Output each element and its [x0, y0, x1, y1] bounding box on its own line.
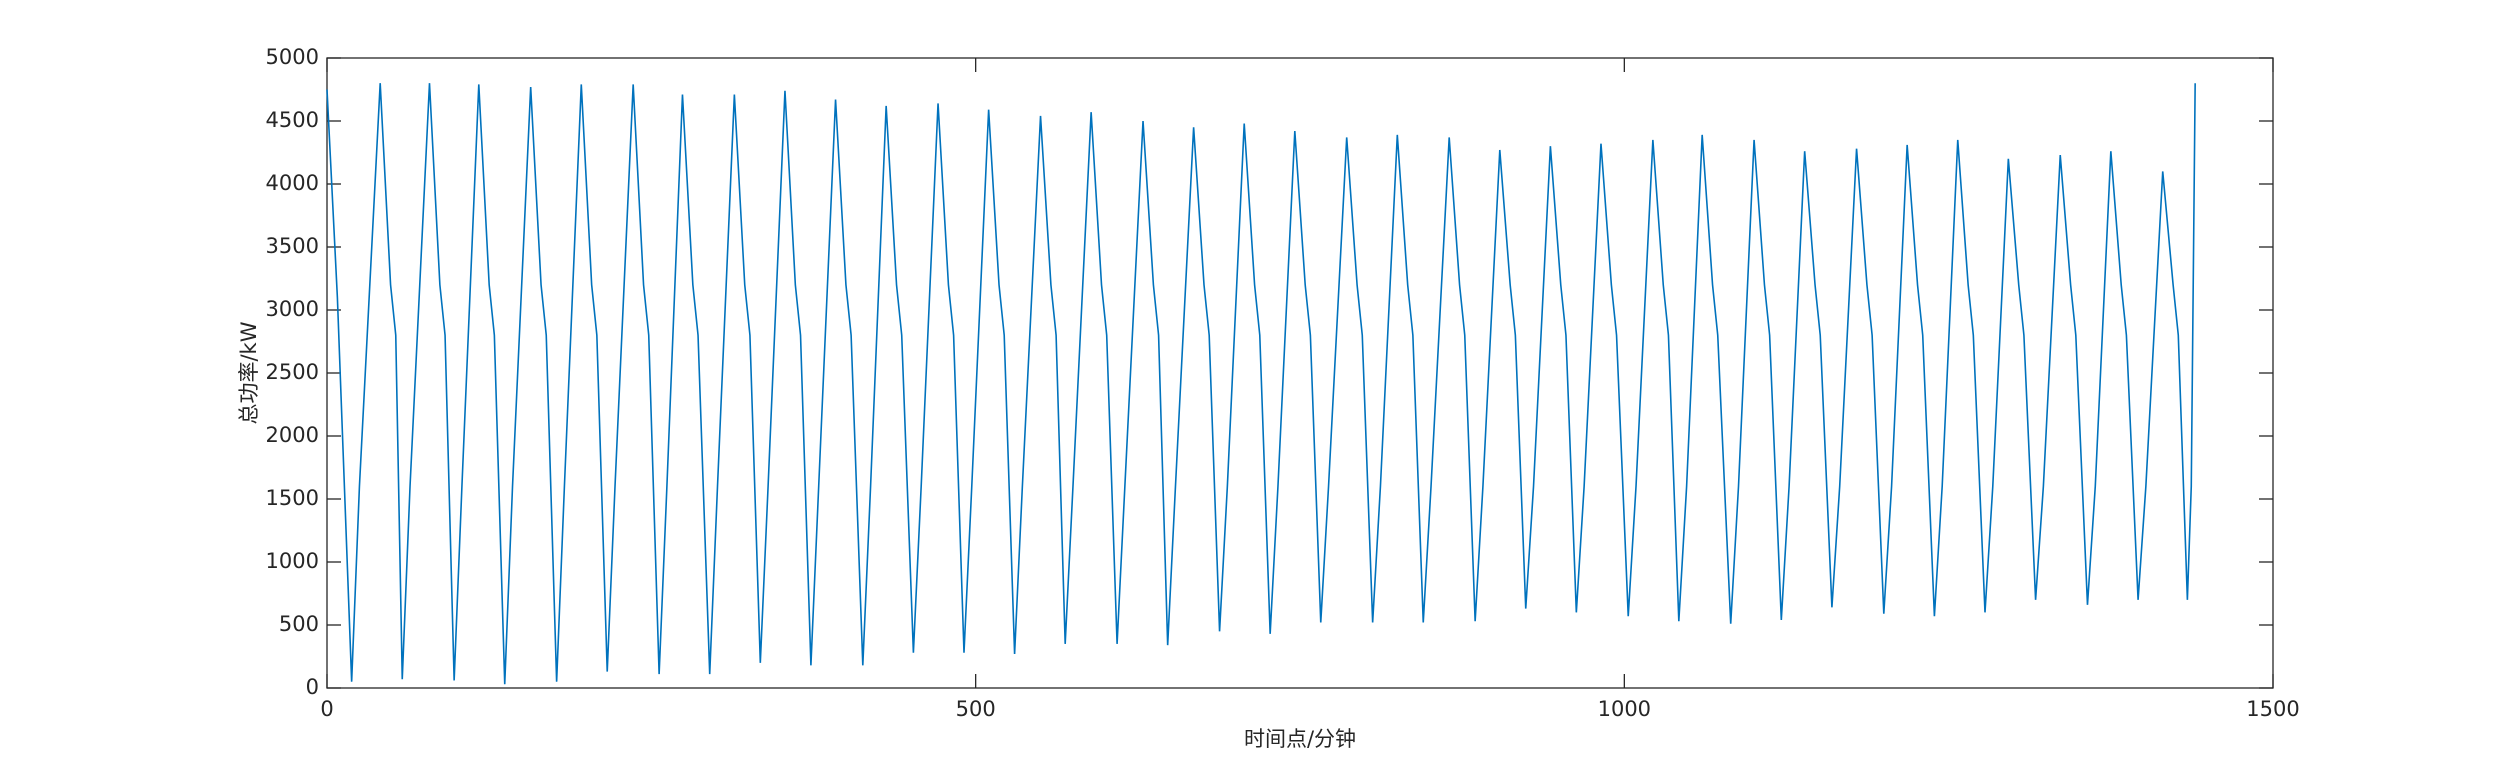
y-tick-label: 1500	[266, 486, 319, 510]
y-tick-label: 2000	[266, 423, 319, 447]
y-tick-label: 500	[279, 612, 319, 636]
y-tick-label: 2500	[266, 360, 319, 384]
y-tick-label: 3000	[266, 297, 319, 321]
plot-box	[326, 57, 2274, 689]
y-tick-label: 3500	[266, 234, 319, 258]
data-line	[326, 83, 2196, 685]
y-tick-label: 1000	[266, 549, 319, 573]
x-tick-label: 1500	[2246, 697, 2299, 721]
y-tick-label: 5000	[266, 45, 319, 69]
y-tick-label: 4000	[266, 171, 319, 195]
y-tick-label: 4500	[266, 108, 319, 132]
x-tick-label: 1000	[1598, 697, 1651, 721]
y-axis-label: 总功率/kW	[237, 321, 261, 424]
y-tick-label: 0	[306, 675, 319, 699]
x-tick-label: 500	[956, 697, 996, 721]
x-tick-label: 0	[320, 697, 333, 721]
x-axis-label: 时间点/分钟	[1244, 727, 1356, 751]
